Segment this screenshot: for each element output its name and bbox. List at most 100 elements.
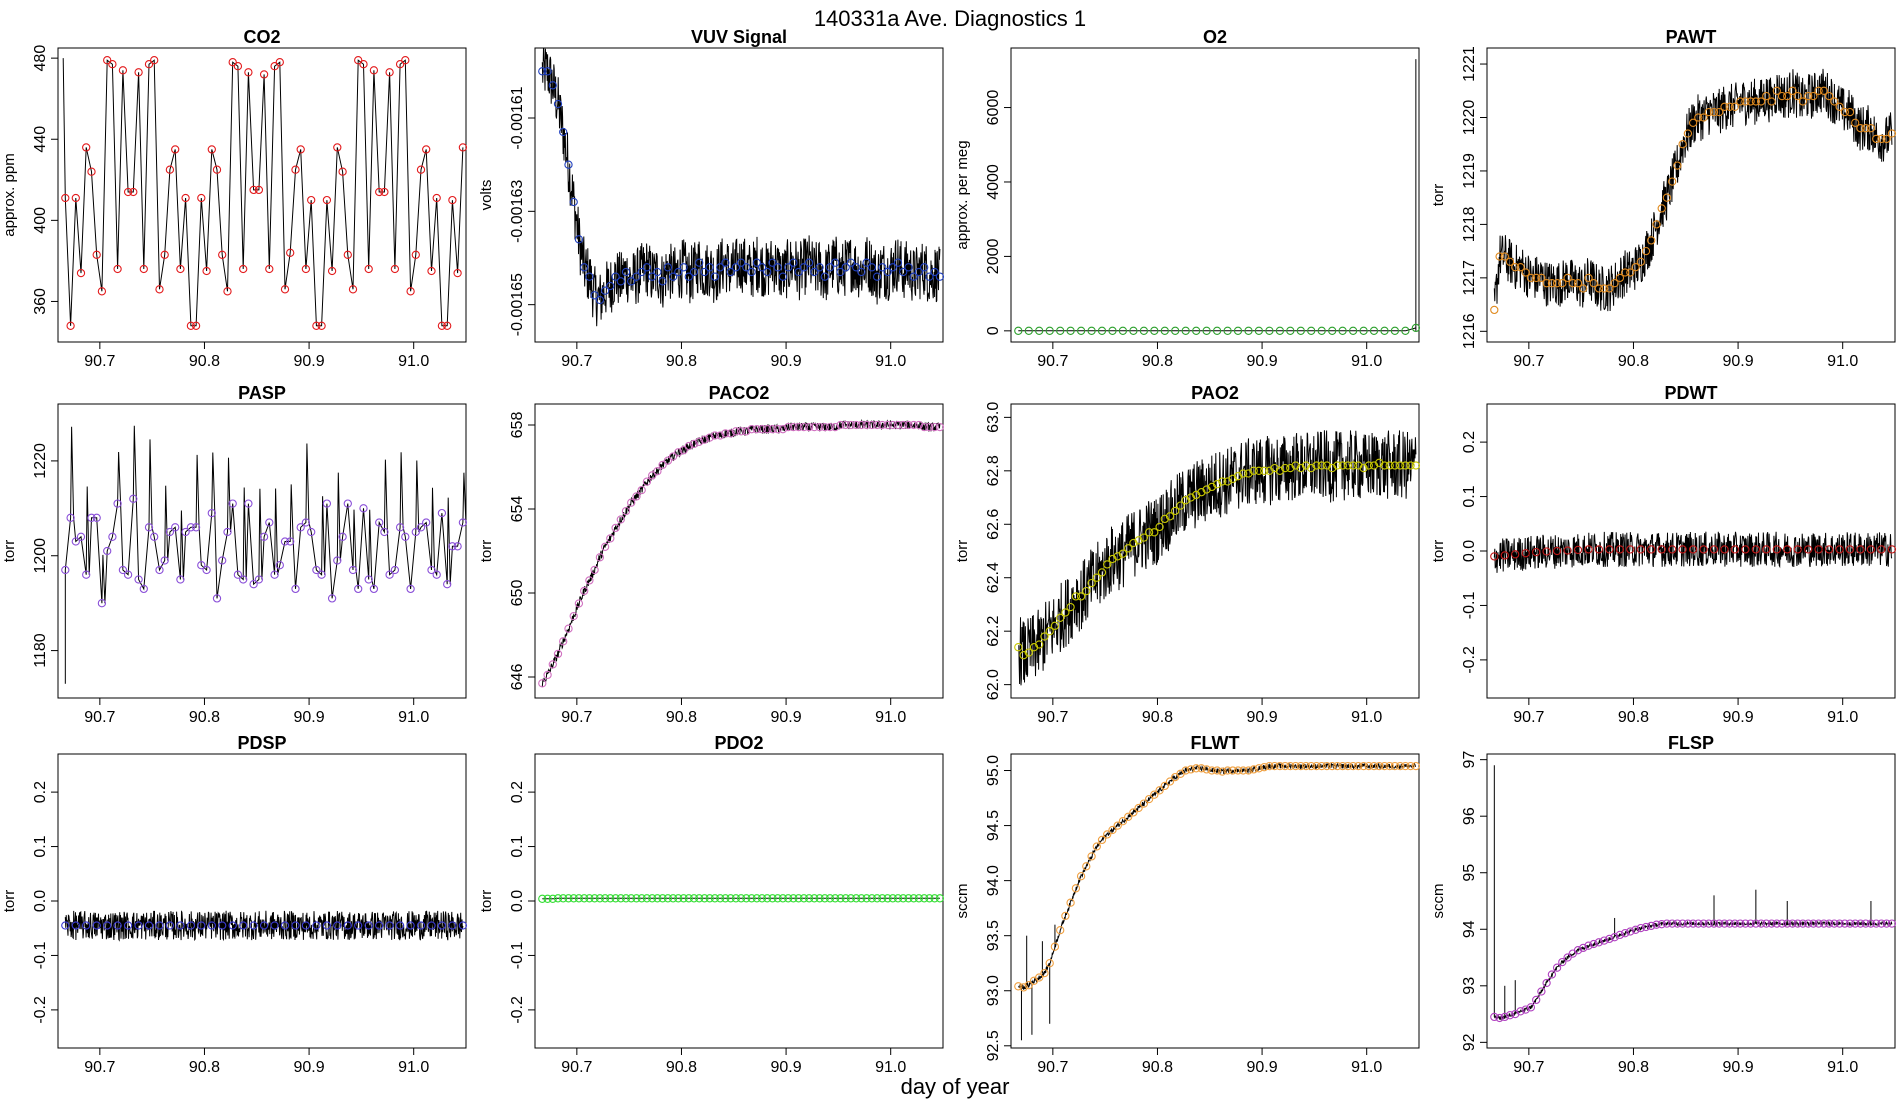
y-tick-label: 650 bbox=[509, 580, 526, 607]
panel-title: VUV Signal bbox=[691, 27, 787, 47]
x-tick-label: 90.9 bbox=[294, 709, 325, 726]
data-point bbox=[1500, 551, 1509, 560]
data-point bbox=[395, 60, 405, 69]
y-tick-label: 94.0 bbox=[985, 865, 1002, 896]
data-point bbox=[92, 513, 101, 522]
data-point bbox=[1265, 466, 1274, 475]
data-point bbox=[632, 894, 641, 903]
data-point bbox=[1636, 545, 1645, 554]
data-point bbox=[763, 267, 772, 277]
data-point bbox=[815, 894, 824, 903]
data-point bbox=[1291, 461, 1300, 470]
data-point bbox=[689, 267, 699, 277]
data-point bbox=[1301, 461, 1311, 470]
data-point bbox=[233, 570, 243, 579]
y-tick-label: 1218 bbox=[1461, 207, 1478, 243]
data-point bbox=[611, 894, 620, 903]
data-point bbox=[218, 921, 227, 930]
data-point bbox=[1328, 761, 1337, 771]
y-axis-label: sccm bbox=[954, 884, 971, 919]
data-point bbox=[726, 429, 735, 438]
data-point bbox=[1490, 552, 1499, 561]
data-point bbox=[1610, 279, 1619, 288]
data-point bbox=[1887, 129, 1897, 138]
data-point bbox=[831, 258, 840, 267]
raw-trace bbox=[64, 910, 464, 942]
data-point bbox=[831, 894, 840, 903]
y-tick-label: 4000 bbox=[985, 164, 1002, 200]
panel-grid: CO2 approx. ppm 90.7 90.8 90.9 91.0 360 400 440 4… bbox=[1, 27, 1897, 1076]
data-point bbox=[1124, 812, 1133, 821]
data-point bbox=[348, 285, 358, 294]
data-point bbox=[1244, 766, 1253, 775]
y-tick-label: 1216 bbox=[1461, 313, 1478, 349]
data-point bbox=[606, 534, 615, 543]
data-point bbox=[1108, 326, 1117, 335]
data-point bbox=[846, 420, 856, 430]
data-point bbox=[165, 921, 175, 930]
panel-pdo2: PDO2 torr 90.7 90.8 90.9 91.0 -0.2 -0.1 0.0 0.1 0.… bbox=[478, 733, 945, 1076]
data-point bbox=[280, 921, 290, 930]
y-tick-label: 0.1 bbox=[32, 835, 49, 857]
data-point bbox=[1772, 545, 1781, 554]
data-point bbox=[1307, 761, 1316, 771]
y-tick-label: 62.0 bbox=[985, 669, 1002, 700]
data-point bbox=[1594, 938, 1604, 947]
data-point bbox=[621, 894, 631, 903]
x-tick-label: 90.8 bbox=[1618, 709, 1649, 726]
data-point bbox=[768, 425, 777, 434]
data-point bbox=[930, 267, 939, 277]
data-point bbox=[1688, 545, 1698, 554]
data-point bbox=[1202, 485, 1211, 494]
data-point bbox=[1887, 545, 1897, 554]
data-point bbox=[359, 60, 368, 69]
data-point bbox=[291, 921, 300, 930]
data-point bbox=[437, 921, 447, 930]
data-point bbox=[1280, 761, 1290, 771]
data-point bbox=[1280, 463, 1290, 473]
data-point bbox=[87, 513, 96, 522]
panel-co2: CO2 approx. ppm 90.7 90.8 90.9 91.0 360 400 440 4… bbox=[1, 27, 468, 370]
y-tick-label: 95 bbox=[1461, 864, 1478, 882]
data-point bbox=[925, 894, 934, 903]
data-point bbox=[731, 894, 741, 903]
data-point bbox=[1851, 118, 1860, 127]
data-point bbox=[254, 185, 264, 195]
data-point bbox=[134, 921, 143, 930]
data-point bbox=[155, 285, 164, 294]
data-point bbox=[1845, 919, 1855, 928]
data-point bbox=[437, 508, 447, 518]
data-point bbox=[1181, 766, 1190, 775]
raw-trace-start bbox=[62, 58, 66, 199]
data-point bbox=[1542, 279, 1551, 288]
data-point bbox=[862, 258, 871, 267]
data-point bbox=[559, 127, 568, 137]
data-point bbox=[1636, 257, 1645, 266]
data-point bbox=[1589, 939, 1598, 949]
data-point bbox=[1673, 919, 1682, 928]
data-point bbox=[144, 60, 154, 69]
data-point bbox=[1662, 193, 1672, 202]
data-point bbox=[1615, 273, 1625, 283]
data-point bbox=[574, 894, 584, 903]
data-point bbox=[1804, 545, 1813, 554]
data-point bbox=[804, 258, 814, 267]
data-point bbox=[322, 499, 332, 508]
panel-flwt: FLWT sccm 90.7 90.8 90.9 91.0 92.5 93.0 93.5 94.0… bbox=[954, 733, 1421, 1076]
data-point bbox=[825, 263, 835, 272]
data-point bbox=[380, 527, 389, 537]
data-point bbox=[1113, 821, 1122, 830]
y-tick-label: -0.00163 bbox=[509, 180, 526, 243]
data-point bbox=[784, 422, 793, 432]
data-point bbox=[611, 272, 620, 281]
data-point bbox=[642, 263, 652, 272]
data-point bbox=[1144, 528, 1154, 537]
data-point bbox=[700, 435, 709, 444]
data-point bbox=[548, 894, 557, 903]
data-point bbox=[616, 515, 625, 524]
data-point bbox=[768, 894, 777, 903]
data-point bbox=[207, 921, 216, 930]
x-tick-label: 90.9 bbox=[294, 353, 325, 370]
data-point bbox=[1359, 463, 1368, 473]
y-axis-label: torr bbox=[1, 540, 18, 563]
